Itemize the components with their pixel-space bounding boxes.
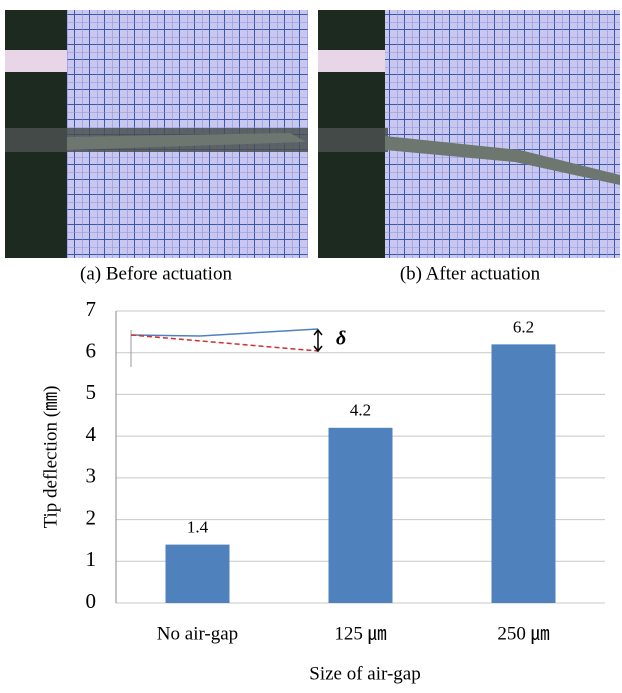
- annotation: δ: [336, 328, 346, 350]
- x-tick-label: 125 ㎛: [334, 623, 386, 644]
- x-tick-label: 250 ㎛: [497, 623, 549, 644]
- bar: [328, 427, 393, 603]
- bar: [165, 544, 230, 603]
- value-label: 6.2: [513, 317, 534, 336]
- photo-after: [318, 10, 620, 258]
- y-tick-label: 1: [86, 547, 97, 571]
- y-tick-label: 2: [86, 505, 97, 529]
- bar-chart: 0 1 2 3 4 5 6 7 No air-gap 1.4 125 ㎛ 4.2 250 ㎛ 6.2: [86, 297, 605, 644]
- y-tick-label: 0: [86, 589, 97, 613]
- bar: [491, 344, 556, 603]
- value-label: 4.2: [350, 401, 371, 420]
- caption: (a) Before actuation: [80, 263, 232, 284]
- y-tick-label: 6: [86, 339, 97, 363]
- y-tick-label: 3: [86, 464, 97, 488]
- y-axis-title: Tip deflection (㎜): [40, 386, 61, 529]
- x-axis-title: Size of air-gap: [309, 663, 420, 684]
- y-tick-label: 5: [86, 380, 97, 404]
- y-tick-label: 4: [86, 422, 97, 446]
- x-tick-label: No air-gap: [157, 623, 238, 644]
- caption: (b) After actuation: [400, 263, 541, 284]
- photo-before: [5, 10, 308, 258]
- value-label: 1.4: [187, 518, 209, 537]
- y-tick-label: 7: [86, 297, 97, 321]
- inset-diagram: [130, 328, 323, 367]
